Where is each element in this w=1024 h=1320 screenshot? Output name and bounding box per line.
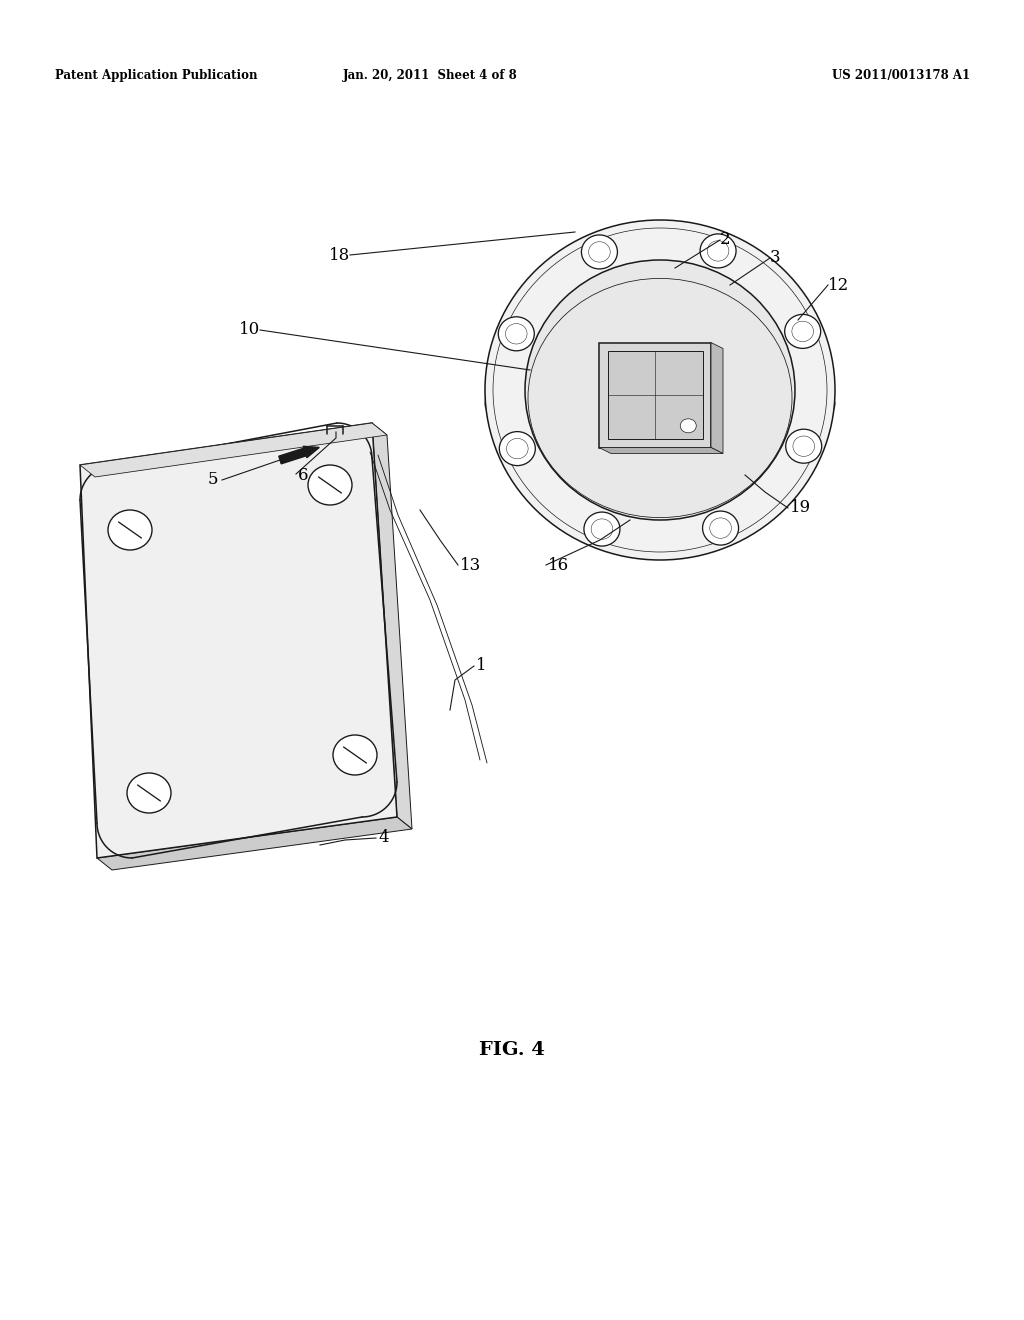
Text: 4: 4 xyxy=(378,829,389,846)
Text: 6: 6 xyxy=(298,467,308,484)
Text: Patent Application Publication: Patent Application Publication xyxy=(55,69,257,82)
Polygon shape xyxy=(97,817,412,870)
Ellipse shape xyxy=(108,510,152,550)
Polygon shape xyxy=(607,351,702,440)
Ellipse shape xyxy=(127,774,171,813)
Text: US 2011/0013178 A1: US 2011/0013178 A1 xyxy=(831,69,970,82)
Text: 3: 3 xyxy=(770,249,780,267)
Polygon shape xyxy=(372,422,412,829)
Polygon shape xyxy=(599,447,723,454)
Ellipse shape xyxy=(500,432,536,466)
Ellipse shape xyxy=(784,314,820,348)
Text: 2: 2 xyxy=(720,231,731,248)
Text: 18: 18 xyxy=(329,247,350,264)
Polygon shape xyxy=(80,422,387,477)
Ellipse shape xyxy=(308,465,352,506)
Text: 12: 12 xyxy=(828,276,849,293)
Text: 10: 10 xyxy=(239,322,260,338)
Polygon shape xyxy=(80,422,397,858)
Polygon shape xyxy=(711,342,723,454)
Text: 13: 13 xyxy=(460,557,481,573)
Ellipse shape xyxy=(525,260,795,520)
Ellipse shape xyxy=(485,220,835,560)
Ellipse shape xyxy=(584,512,620,546)
Ellipse shape xyxy=(333,735,377,775)
Ellipse shape xyxy=(702,511,738,545)
Text: FIG. 4: FIG. 4 xyxy=(479,1041,545,1059)
Ellipse shape xyxy=(499,317,535,351)
Polygon shape xyxy=(599,342,711,447)
Ellipse shape xyxy=(582,235,617,269)
Ellipse shape xyxy=(785,429,821,463)
Ellipse shape xyxy=(680,418,696,433)
Text: 16: 16 xyxy=(548,557,569,573)
FancyArrow shape xyxy=(279,446,319,463)
Ellipse shape xyxy=(700,234,736,268)
Text: 1: 1 xyxy=(476,657,486,675)
Text: Jan. 20, 2011  Sheet 4 of 8: Jan. 20, 2011 Sheet 4 of 8 xyxy=(343,69,517,82)
Text: 19: 19 xyxy=(790,499,811,516)
Text: 5: 5 xyxy=(208,471,218,488)
